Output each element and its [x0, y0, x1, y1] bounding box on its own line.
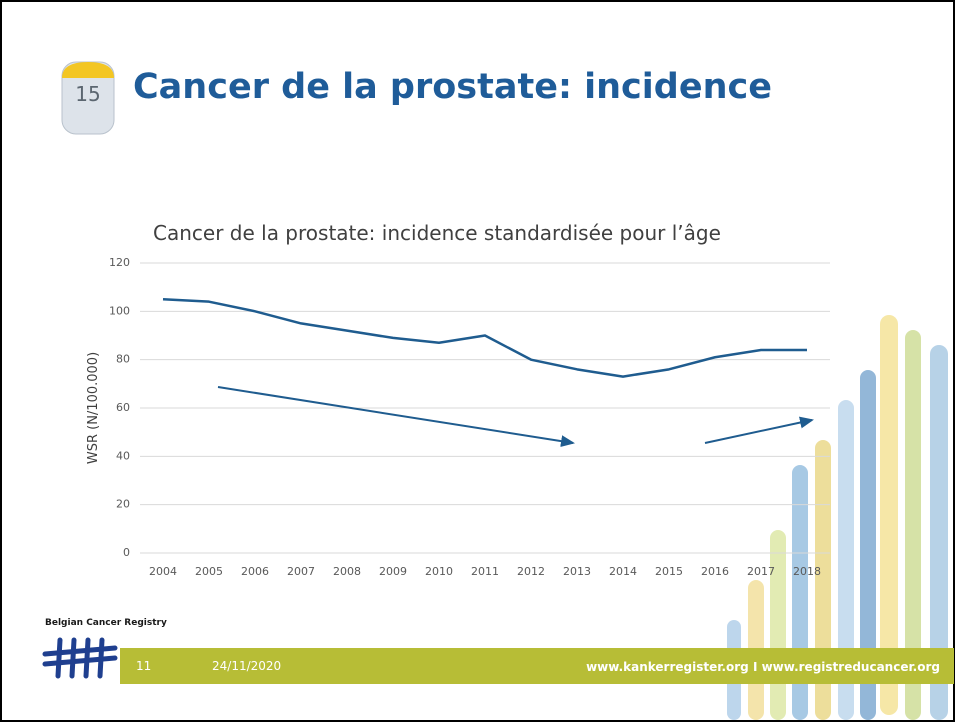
x-tick-label: 2006 — [241, 565, 269, 578]
chart-title: Cancer de la prostate: incidence standar… — [153, 221, 721, 245]
y-tick-label: 20 — [116, 498, 130, 511]
x-tick-label: 2011 — [471, 565, 499, 578]
x-tick-label: 2013 — [563, 565, 591, 578]
footer-date: 24/11/2020 — [212, 659, 281, 673]
x-tick-label: 2010 — [425, 565, 453, 578]
milestone-icon: 15 — [61, 61, 115, 135]
y-tick-label: 60 — [116, 401, 130, 414]
trend-arrow — [217, 386, 575, 448]
page-number: 11 — [136, 659, 151, 673]
y-tick-label: 0 — [123, 546, 130, 559]
x-tick-label: 2017 — [747, 565, 775, 578]
y-tick-label: 40 — [116, 449, 130, 462]
x-tick-label: 2007 — [287, 565, 315, 578]
x-tick-label: 2005 — [195, 565, 223, 578]
slide-title: Cancer de la prostate: incidence — [133, 67, 772, 107]
x-tick-label: 2018 — [793, 565, 821, 578]
footer-urls: www.kankerregister.org I www.registreduc… — [586, 660, 940, 674]
y-axis-title: WSR (N/100.000) — [86, 352, 101, 464]
x-tick-label: 2016 — [701, 565, 729, 578]
data-line — [162, 298, 807, 378]
x-tick-label: 2014 — [609, 565, 637, 578]
y-tick-label: 80 — [116, 353, 130, 366]
x-tick-label: 2004 — [149, 565, 177, 578]
y-tick-label: 100 — [109, 304, 130, 317]
x-tick-label: 2009 — [379, 565, 407, 578]
plot: 0 20 40 60 80 100 120 2004 2005 2006 2007 2008 2009 2… — [109, 256, 830, 578]
x-tick-label: 2008 — [333, 565, 361, 578]
milestone-number: 15 — [75, 82, 100, 106]
x-tick-label: 2015 — [655, 565, 683, 578]
x-tick-label: 2012 — [517, 565, 545, 578]
footer-bar — [120, 648, 954, 684]
trend-arrow — [704, 416, 814, 444]
logo: Belgian Cancer Registry — [42, 618, 167, 679]
y-tick-label: 120 — [109, 256, 130, 269]
logo-text: Belgian Cancer Registry — [45, 618, 167, 628]
